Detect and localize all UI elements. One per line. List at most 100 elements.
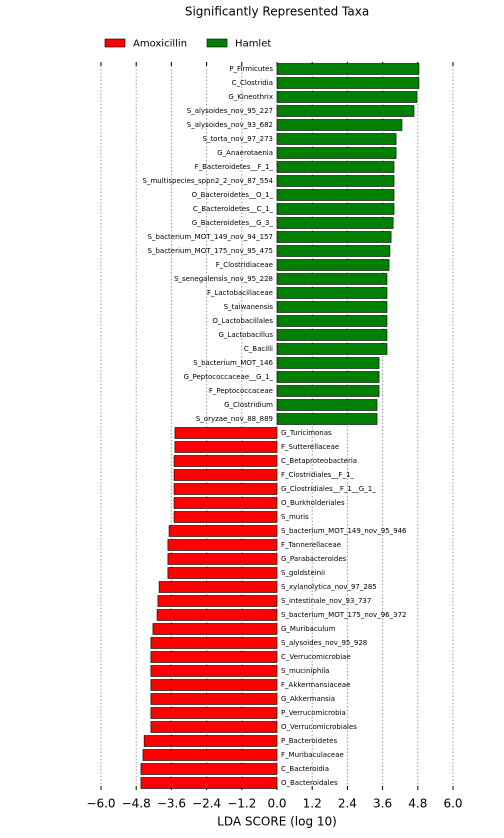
bar: [276, 329, 388, 341]
category-label: O_Burkholderiales: [281, 499, 345, 507]
legend-label: Amoxicillin: [133, 39, 187, 50]
category-label: F_Clostridiales__F_1_: [281, 471, 354, 479]
category-label: C_Betaproteobacteria: [281, 457, 357, 465]
category-label: P_Firmicutes: [229, 65, 273, 73]
x-tick-label: 3.6: [373, 797, 392, 811]
bar: [276, 133, 397, 145]
category-label: F_Tannerellaceae: [281, 541, 341, 549]
bar: [173, 469, 278, 481]
bar: [173, 483, 278, 495]
category-label: F_Lactobacillaceae: [207, 289, 273, 297]
category-label: P_Verrucomicrobia: [281, 709, 346, 717]
bar: [173, 511, 278, 523]
bar: [167, 553, 278, 565]
category-label: S_torta_nov_97_273: [202, 135, 273, 143]
category-label: F_Sutterellaceae: [281, 443, 339, 451]
legend-label: Hamlet: [235, 39, 271, 50]
bar: [167, 567, 278, 579]
category-label: F_Akkermansiaceae: [281, 681, 350, 689]
bar: [173, 497, 278, 509]
category-label: S_alysoides_nov_95_227: [187, 107, 273, 115]
category-label: S_intestinale_nov_93_737: [281, 597, 371, 605]
category-label: C_Bacteroidetes__C_1_: [193, 205, 274, 213]
category-label: S_muris: [281, 513, 309, 521]
bar: [276, 217, 394, 229]
bar: [276, 91, 418, 103]
category-label: F_Muribaculaceae: [281, 751, 344, 759]
category-label: G_Clostridiales__F_1__G_1_: [281, 485, 376, 493]
category-label: C_Bacteroidia: [281, 765, 329, 773]
bar: [143, 735, 278, 747]
category-label: G_Bacteroidetes__G_3_: [192, 219, 274, 227]
bar: [156, 609, 278, 621]
bar: [142, 749, 278, 761]
category-label: G_Turicimonas: [281, 429, 332, 437]
bar: [173, 455, 278, 467]
category-label: G_Parabacteroides: [281, 555, 347, 563]
category-label: S_oryzae_nov_88_889: [196, 415, 273, 423]
bar: [276, 231, 392, 243]
bar: [276, 273, 388, 285]
bar: [276, 259, 390, 271]
bar: [140, 763, 278, 775]
bar: [276, 147, 397, 159]
category-label: O_Verrucomicrobiales: [281, 723, 357, 731]
bar: [150, 637, 278, 649]
bar: [276, 105, 415, 117]
bar: [276, 203, 395, 215]
category-label: F_Bacteroidetes__F_1_: [195, 163, 274, 171]
category-label: G_Kineothrix: [228, 93, 273, 101]
bar: [174, 441, 278, 453]
x-axis-label: LDA SCORE (log 10): [217, 815, 337, 829]
bar: [276, 119, 403, 131]
bar: [276, 371, 380, 383]
category-label: C_Bacilli: [244, 345, 273, 353]
category-label: S_bacterium_MOT_149_nov_95_946: [281, 527, 407, 535]
bar: [276, 399, 378, 411]
x-tick-label: −2.4: [192, 797, 221, 811]
bar: [167, 539, 278, 551]
bar: [276, 287, 388, 299]
bar: [150, 707, 278, 719]
bar: [150, 651, 278, 663]
bar: [168, 525, 278, 537]
bar: [276, 189, 395, 201]
x-tick-label: 2.4: [338, 797, 357, 811]
category-label: O_Bacteroidetes__O_1_: [192, 191, 274, 199]
bar: [158, 581, 278, 593]
bar: [150, 693, 278, 705]
category-label: P_Bacteroidetes: [281, 737, 337, 745]
x-tick-label: −6.0: [86, 797, 115, 811]
category-label: S_alysoides_nov_95_928: [281, 639, 367, 647]
bar: [150, 665, 278, 677]
category-label: O_Bacteroidales: [281, 779, 338, 787]
category-label: S_goldsteinii: [281, 569, 325, 577]
bar: [276, 315, 388, 327]
bar: [276, 301, 388, 313]
category-label: F_Peptococcaceae: [209, 387, 273, 395]
bar: [276, 357, 380, 369]
category-label: G_Peptococcaceae__G_1_: [184, 373, 274, 381]
bar: [276, 161, 395, 173]
category-label: S_bacterium_MOT_175_nov_95_475: [148, 247, 273, 255]
bar: [150, 721, 278, 733]
category-label: S_muciniphila: [281, 667, 329, 675]
bar: [152, 623, 278, 635]
bar: [174, 427, 278, 439]
category-label: S_xylanolytica_nov_97_285: [281, 583, 377, 591]
x-tick-label: −3.6: [157, 797, 186, 811]
x-tick-label: 0.0: [267, 797, 286, 811]
category-label: S_multispecies_sppn2_2_nov_87_554: [143, 177, 274, 185]
legend-swatch: [206, 38, 228, 48]
category-label: C_Verrucomicrobiae: [281, 653, 351, 661]
category-label: S_bacterium_MOT_146: [193, 359, 273, 367]
bar: [150, 679, 278, 691]
bar: [140, 777, 278, 789]
category-label: G_Akkermansia: [281, 695, 335, 703]
x-tick-label: −1.2: [227, 797, 256, 811]
chart-title: Significantly Represented Taxa: [185, 5, 369, 19]
x-tick-label: −4.8: [122, 797, 151, 811]
category-label: G_Clostridium: [224, 401, 273, 409]
category-label: S_bacterium_MOT_175_nov_96_372: [281, 611, 406, 619]
